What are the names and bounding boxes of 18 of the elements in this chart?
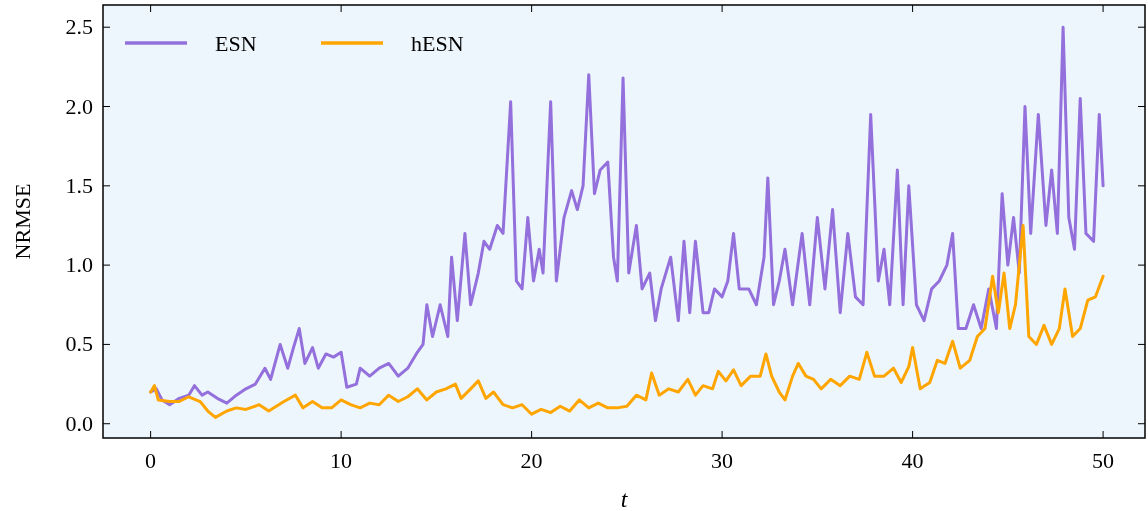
x-tick-label: 50 — [1092, 448, 1115, 473]
y-tick-label: 1.5 — [65, 172, 93, 198]
x-tick-label: 10 — [330, 448, 353, 473]
x-axis-title: t — [620, 486, 629, 511]
legend-label: ESN — [215, 31, 257, 56]
x-tick-label: 40 — [901, 448, 924, 473]
x-tick-label: 30 — [711, 448, 734, 473]
y-tick-label: 0.0 — [65, 410, 93, 436]
y-tick-label: 2.5 — [65, 14, 93, 40]
y-axis-title: NRMSE — [10, 183, 35, 260]
x-tick-label: 20 — [520, 448, 543, 473]
x-tick-label: 0 — [145, 448, 157, 473]
y-tick-label: 0.5 — [65, 331, 93, 357]
y-tick-label: 1.0 — [65, 252, 93, 278]
legend-label: hESN — [411, 31, 464, 56]
line-series — [149, 223, 1105, 419]
y-tick-label: 2.0 — [65, 93, 93, 119]
line-series — [149, 25, 1105, 407]
